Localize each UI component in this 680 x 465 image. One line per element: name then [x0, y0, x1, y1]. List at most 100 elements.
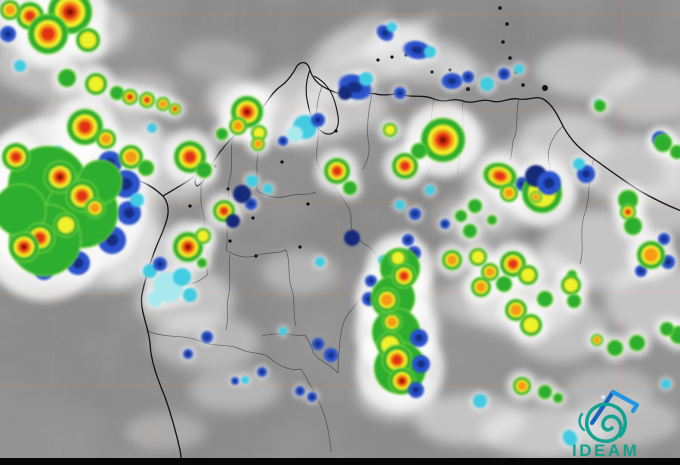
cell-ring-yellow	[88, 76, 104, 92]
city-dot	[280, 160, 284, 164]
blue-cell	[246, 175, 258, 187]
storm-cell	[194, 227, 212, 245]
storm-cell	[560, 274, 582, 296]
cell-ring-lime	[529, 190, 543, 204]
cell-ring-lime	[441, 249, 463, 271]
cell-ring-lime	[468, 247, 488, 267]
blue-cell	[338, 86, 352, 100]
cell-core-red	[399, 271, 409, 281]
storm-cell	[529, 190, 543, 204]
storm-cell	[454, 209, 468, 223]
cell-ring-lime	[57, 68, 77, 88]
cell-ring-lime	[95, 128, 117, 150]
blue-cell-core	[233, 379, 237, 383]
storm-cell	[391, 152, 419, 180]
blue-cell	[440, 219, 450, 229]
blue-cell-core	[664, 258, 672, 266]
cell-core-maroon	[399, 378, 405, 384]
storm-cell	[382, 122, 398, 138]
blue-cell	[14, 60, 26, 72]
cell-ring-lime	[512, 376, 532, 396]
storm-cell	[566, 293, 582, 309]
blue-cell-core	[412, 211, 418, 217]
cell-ring-lime	[53, 212, 79, 238]
cell-ring-lime	[195, 161, 213, 179]
cell-ring-green	[110, 86, 124, 100]
blue-cell-core	[368, 278, 374, 284]
blue-cell	[441, 73, 463, 89]
storm-cell	[1, 142, 31, 172]
blue-cell-core	[501, 71, 507, 77]
cell-ring-lime	[504, 298, 528, 322]
logo-roof-left	[589, 389, 616, 426]
cell-ring-lime	[628, 334, 646, 352]
city-dot	[228, 239, 232, 243]
cell-ring-lime	[537, 384, 553, 400]
cell-ring-green	[538, 385, 552, 399]
blue-cell	[201, 331, 213, 343]
storm-cell	[537, 384, 553, 400]
cell-ring-green	[654, 134, 672, 152]
cell-ring-green	[197, 258, 207, 268]
storm-cell	[517, 264, 539, 286]
cloud-blob	[262, 250, 338, 294]
storm-cell	[53, 212, 79, 238]
cell-ring-lime	[653, 133, 673, 153]
cell-ring-lime	[410, 142, 428, 160]
storm-cell	[420, 117, 466, 163]
cell-ring-lime	[8, 231, 40, 263]
storm-cell	[228, 116, 248, 136]
storm-cell	[593, 99, 607, 113]
blue-cell-body	[424, 46, 436, 58]
cell-ring-lime	[467, 198, 483, 214]
cell-ring-yellow	[471, 250, 485, 264]
cell-core-maroon	[185, 244, 191, 250]
cell-ring-orange	[101, 134, 111, 144]
blue-cell-body	[147, 123, 157, 133]
storm-cell	[504, 298, 528, 322]
cell-ring-lime	[215, 127, 229, 141]
cell-ring-orange	[233, 121, 243, 131]
cell-ring-lime	[519, 313, 543, 337]
blue-cell	[403, 40, 431, 60]
cell-core-red	[508, 259, 518, 269]
cloud-blob	[359, 14, 441, 56]
storm-cell	[168, 102, 182, 116]
cell-ring-lime	[196, 257, 208, 269]
storm-cell	[137, 159, 155, 177]
city-dot	[226, 187, 230, 191]
blue-cell-body	[183, 288, 197, 302]
storm-cell	[636, 240, 666, 270]
blue-cell	[183, 288, 197, 302]
cell-ring-lime	[212, 199, 236, 223]
blue-cell-core	[416, 359, 426, 369]
storm-cell	[659, 321, 675, 337]
blue-cell-body	[263, 184, 273, 194]
storm-cell	[623, 216, 643, 236]
blue-cell-body	[130, 193, 144, 207]
cell-ring-lime	[173, 140, 207, 174]
blue-cell	[233, 185, 251, 203]
storm-cell	[57, 68, 77, 88]
blue-cell-core	[327, 351, 335, 359]
storm-cell	[606, 339, 624, 357]
blue-cell-body	[241, 376, 249, 384]
blue-cell	[498, 68, 510, 80]
cell-ring-lime	[623, 216, 643, 236]
blue-cell	[359, 72, 373, 86]
blue-cell	[365, 275, 377, 287]
storm-cell	[467, 198, 483, 214]
cell-core-red	[625, 209, 631, 215]
cell-core-red	[11, 152, 21, 162]
blue-cell-core	[309, 394, 315, 400]
cell-ring-lime	[590, 333, 604, 347]
cell-core-maroon	[439, 136, 447, 144]
cell-ring-orange	[504, 188, 514, 198]
cell-ring-green	[607, 340, 623, 356]
blue-cell	[279, 327, 287, 335]
city-dot	[306, 202, 310, 206]
cell-ring-lime	[194, 227, 212, 245]
blue-cell	[573, 158, 585, 170]
cell-ring-orange	[510, 304, 522, 316]
